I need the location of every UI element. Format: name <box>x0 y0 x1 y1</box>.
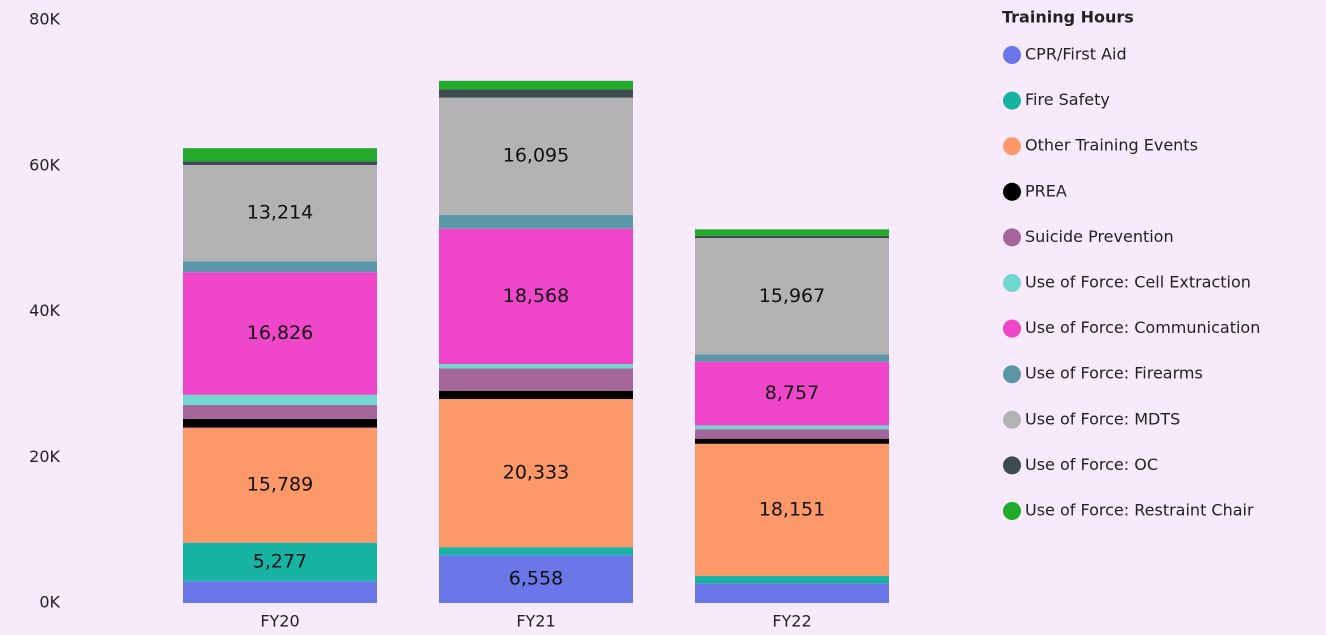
bar-segment <box>439 364 633 369</box>
bar-segment <box>695 583 889 603</box>
x-tick-label: FY21 <box>516 612 555 631</box>
data-label: 18,151 <box>759 498 825 520</box>
y-tick-label: 80K <box>29 10 60 29</box>
y-tick-label: 60K <box>29 155 60 174</box>
bar-segment <box>183 161 377 165</box>
bar-segment <box>183 394 377 406</box>
bar-segment <box>439 97 633 215</box>
bar-segment <box>183 272 377 395</box>
data-label: 18,568 <box>503 285 569 307</box>
legend-swatch <box>1003 91 1021 110</box>
legend-swatch <box>1003 274 1021 292</box>
bar-segment <box>183 581 377 603</box>
bar-segment <box>695 229 889 236</box>
legend-label: Use of Force: Firearms <box>1025 364 1203 383</box>
data-label: 5,277 <box>253 550 307 572</box>
bar-segment <box>183 261 377 273</box>
bar-segment <box>695 361 889 426</box>
legend-label: Use of Force: MDTS <box>1025 409 1180 428</box>
bar-segment <box>695 238 889 355</box>
data-label: 20,333 <box>503 462 569 484</box>
bar-segment <box>183 542 377 582</box>
legend-swatch <box>1003 456 1021 475</box>
data-label: 15,967 <box>759 285 825 307</box>
bar-segment <box>183 164 377 262</box>
legend-swatch <box>1003 319 1021 338</box>
data-label: 6,558 <box>509 568 563 590</box>
legend-label: Use of Force: OC <box>1025 455 1158 474</box>
bar-segment <box>183 418 377 428</box>
bar-segment <box>439 214 633 229</box>
y-tick-label: 0K <box>39 593 60 612</box>
x-tick-label: FY22 <box>772 612 811 631</box>
bar-segment <box>695 438 889 444</box>
bar-segment <box>695 354 889 362</box>
y-tick-label: 20K <box>29 447 60 466</box>
legend-swatch <box>1003 137 1021 156</box>
legend-label: Suicide Prevention <box>1025 227 1174 246</box>
data-label: 16,095 <box>503 145 569 167</box>
bar-segment <box>183 405 377 419</box>
bar-segment <box>695 235 889 239</box>
legend-swatch <box>1003 365 1021 384</box>
bar-segment <box>439 547 633 556</box>
legend-swatch <box>1003 46 1021 64</box>
bar-segment <box>439 89 633 98</box>
data-label: 8,757 <box>765 382 819 404</box>
x-tick-label: FY20 <box>260 612 299 631</box>
legend-swatch <box>1003 182 1021 201</box>
legend-label: Fire Safety <box>1025 90 1110 109</box>
bar-segment <box>183 427 377 543</box>
bar-segment <box>183 148 377 162</box>
legend-swatch <box>1003 228 1021 247</box>
bar-segment <box>439 399 633 548</box>
bar-segment <box>439 228 633 365</box>
bar-segment <box>439 368 633 391</box>
bar-segment <box>695 425 889 430</box>
y-tick-label: 40K <box>29 301 60 320</box>
legend-label: CPR/First Aid <box>1025 45 1127 64</box>
legend-label: Use of Force: Restraint Chair <box>1025 501 1254 520</box>
bar-segment <box>439 80 633 90</box>
bar-segment <box>439 390 633 400</box>
legend-label: Use of Force: Cell Extraction <box>1025 273 1251 292</box>
legend-title: Training Hours <box>1002 8 1134 27</box>
bar-segment <box>439 555 633 603</box>
bar-segment <box>695 443 889 577</box>
data-label: 15,789 <box>247 474 313 496</box>
bar-segment <box>695 576 889 584</box>
legend-swatch <box>1003 410 1021 429</box>
legend-label: Use of Force: Communication <box>1025 318 1260 337</box>
data-label: 16,826 <box>247 322 313 344</box>
legend-label: PREA <box>1025 181 1067 200</box>
bar-segment <box>695 429 889 439</box>
legend-swatch <box>1003 502 1021 520</box>
data-label: 13,214 <box>247 202 313 224</box>
legend-label: Other Training Events <box>1025 136 1198 155</box>
